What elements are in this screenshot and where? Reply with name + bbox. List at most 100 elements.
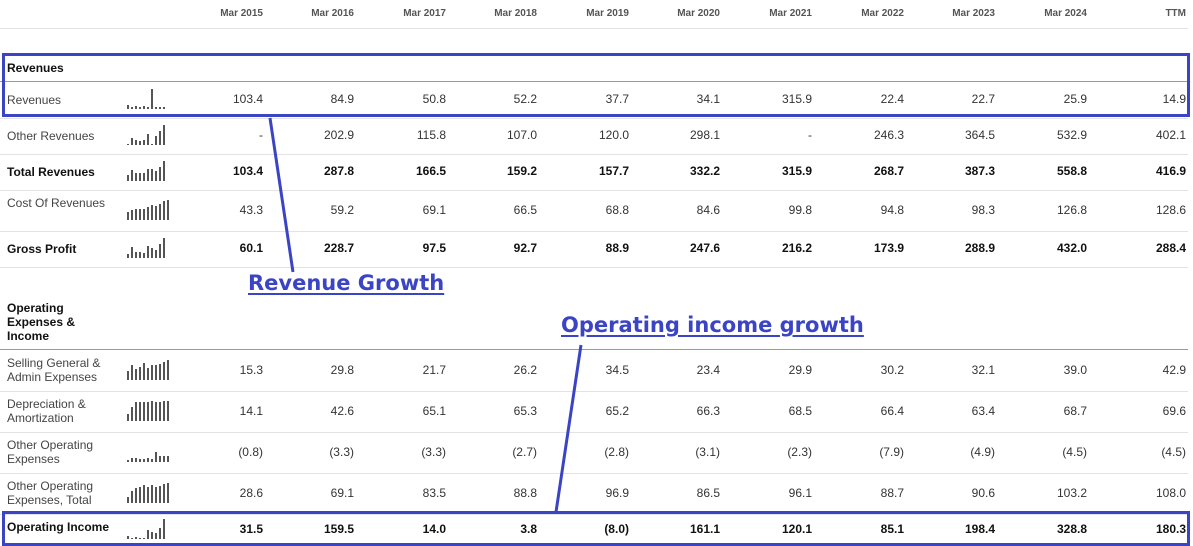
table-cell: 120.1 [781,522,812,536]
sparkline-bar [151,205,153,220]
sparkline-bar [139,209,141,220]
table-cell: 328.8 [1056,522,1087,536]
table-cell: 15.3 [239,363,263,377]
table-cell: 34.5 [605,363,629,377]
sparkline-bar [139,487,141,503]
sparkline-bar [143,459,145,462]
sparkline-bar [139,141,141,145]
sparkline-bar [163,125,165,145]
sparkline-bar [127,371,129,380]
sparkline-bar [135,488,137,503]
sparkline-bar [155,107,157,109]
sparkline-bar [159,107,161,109]
table-cell: 22.7 [971,92,995,106]
table-cell: 68.7 [1063,404,1087,418]
sparkline-icon [127,159,167,181]
sparkline-bar [167,401,169,421]
revenues-highlight-box [2,53,1190,117]
table-cell: 120.0 [598,128,629,142]
sparkline-bar [159,167,161,181]
table-cell: (8.0) [604,522,629,536]
sparkline-bar [143,402,145,421]
sparkline-bar [143,538,145,539]
sparkline-bar [159,204,161,220]
table-cell: 3.8 [520,522,537,536]
table-cell: 14.1 [239,404,263,418]
table-cell: 288.9 [964,241,995,255]
table-cell: (7.9) [879,445,904,459]
table-cell: 30.2 [880,363,904,377]
table-cell: 90.6 [971,486,995,500]
sparkline-icon [127,358,169,380]
sparkline-bar [147,487,149,503]
table-cell: 288.4 [1155,241,1186,255]
sparkline-bar [159,244,161,258]
table-cell: 66.4 [880,404,904,418]
table-cell: 31.5 [239,522,263,536]
table-cell: 88.9 [605,241,629,255]
sparkline-bar [131,491,133,503]
sparkline-bar [143,209,145,220]
sparkline-bar [155,365,157,380]
table-cell: 52.2 [513,92,537,106]
table-cell: 29.8 [330,363,354,377]
sparkline-bar [147,530,149,539]
sparkline-bar [135,369,137,380]
table-cell: 96.1 [788,486,812,500]
column-header: Mar 2023 [952,8,995,19]
sparkline-bar [147,246,149,258]
table-cell: 88.8 [513,486,537,500]
sparkline-bar [159,456,161,462]
sparkline-icon [127,517,167,539]
row-label: Gross Profit [7,242,77,256]
sparkline-bar [167,483,169,503]
table-cell: 387.3 [964,164,995,178]
sparkline-bar [127,254,129,258]
table-cell: 26.2 [513,363,537,377]
sparkline-bar [163,201,165,220]
sparkline-bar [143,173,145,181]
table-cell: 558.8 [1056,164,1087,178]
section-divider [0,81,1188,82]
sparkline-bar [163,362,165,380]
row-label: Cost Of Revenues [7,196,106,210]
row-divider [0,118,1188,119]
table-cell: 108.0 [1155,486,1186,500]
table-cell: 86.5 [696,486,720,500]
table-cell: 157.7 [598,164,629,178]
sparkline-bar [155,402,157,421]
column-header: Mar 2015 [220,8,263,19]
sparkline-bar [135,173,137,181]
row-divider [0,154,1188,155]
row-label: Other Revenues [7,129,95,143]
sparkline-icon [127,399,169,421]
row-label: Other Operating Expenses [7,438,94,466]
table-cell: 246.3 [873,128,904,142]
row-divider [0,391,1188,392]
table-cell: 65.1 [422,404,446,418]
sparkline-bar [155,452,157,462]
sparkline-bar [151,89,153,109]
sparkline-bar [151,459,153,462]
sparkline-bar [151,365,153,380]
column-header: Mar 2016 [311,8,354,19]
table-cell: 180.3 [1155,522,1186,536]
row-label: Total Revenues [7,165,95,179]
table-cell: 315.9 [781,92,812,106]
sparkline-bar [151,248,153,258]
sparkline-bar [143,140,145,145]
sparkline-bar [143,485,145,503]
sparkline-bar [131,107,133,109]
sparkline-bar [167,360,169,380]
table-cell: 298.1 [689,128,720,142]
table-cell: 402.1 [1155,128,1186,142]
row-divider [0,231,1188,232]
sparkline-bar [151,532,153,539]
sparkline-icon [127,236,167,258]
sparkline-bar [163,519,165,539]
sparkline-bar [135,140,137,145]
sparkline-bar [139,459,141,462]
table-cell: 37.7 [605,92,629,106]
table-cell: (4.9) [970,445,995,459]
table-cell: 65.2 [605,404,629,418]
